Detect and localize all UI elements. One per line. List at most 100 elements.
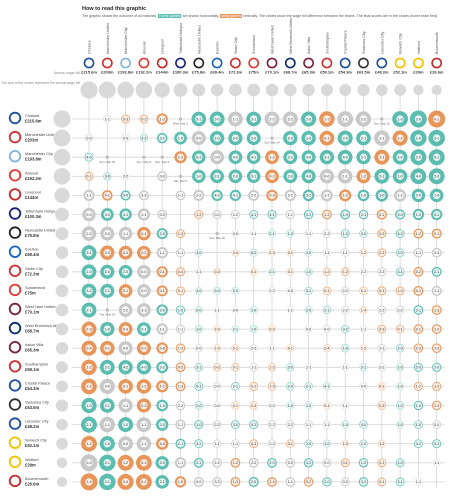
result-score: 0-2 — [141, 117, 146, 121]
row-team-wage: £52.1m — [25, 443, 39, 448]
result-inner-circle — [121, 287, 130, 295]
result-score: 2-2 — [196, 194, 201, 198]
result-inner-circle — [414, 478, 423, 486]
result-inner-circle — [140, 268, 148, 276]
result-inner-circle — [121, 325, 130, 333]
result-inner-circle — [140, 287, 148, 295]
result-inner-circle — [250, 440, 258, 448]
result-inner-circle — [195, 191, 203, 200]
result-score: 1-1 — [379, 347, 384, 351]
result-inner-circle — [414, 306, 423, 314]
result-inner-circle — [341, 115, 349, 123]
result-score: 0-0 — [123, 442, 128, 446]
result-score: 1-2 — [397, 136, 402, 140]
result-score: 1-2 — [343, 194, 348, 198]
column-team-name: Watford — [417, 41, 421, 54]
result-score: 2-2 — [288, 423, 293, 427]
result-score: 2-1 — [288, 156, 293, 160]
result-score: 0-0 — [214, 404, 219, 408]
column-wage-size-circle — [247, 83, 261, 97]
result-score: 6-2 — [251, 251, 256, 255]
row-wage-size-circle — [56, 437, 68, 450]
upcoming-fixture-date: Sun, Mar 20 — [99, 160, 115, 164]
result-inner-circle — [103, 363, 112, 371]
result-score: 0-1 — [233, 404, 238, 408]
row-team-crest-icon — [8, 283, 22, 297]
result-score: 0-0 — [288, 461, 293, 465]
result-score: 0-0 — [196, 480, 201, 484]
result-inner-circle — [85, 268, 93, 276]
result-inner-circle — [341, 268, 349, 276]
column-team-crest-icon — [339, 57, 351, 69]
column-team-crest-icon — [193, 57, 205, 69]
result-inner-circle — [85, 191, 93, 200]
result-score: 1-1 — [324, 194, 329, 198]
result-inner-circle — [433, 344, 441, 352]
column-wage-size-circle — [154, 82, 170, 98]
result-inner-circle — [158, 287, 166, 295]
result-inner-circle — [268, 287, 276, 295]
result-score: 1-2 — [379, 442, 384, 446]
column-team-name: Bournemouth — [435, 32, 439, 54]
result-score: 0-0 — [288, 289, 293, 293]
result-score: 3-0 — [397, 213, 402, 217]
result-inner-circle — [213, 325, 221, 333]
result-score: 2-1 — [233, 385, 238, 389]
result-score: 1-0 — [397, 404, 402, 408]
result-inner-circle — [158, 459, 166, 467]
result-score: 1-2 — [361, 175, 366, 179]
result-score: 3-3 — [434, 251, 439, 255]
result-score: 2-2 — [379, 366, 384, 370]
result-inner-circle — [304, 325, 313, 333]
result-score: 1-2 — [434, 327, 439, 331]
result-score: 2-0 — [324, 480, 329, 484]
result-inner-circle — [378, 249, 386, 257]
result-inner-circle — [231, 344, 240, 352]
result-score: 2-2 — [214, 461, 219, 465]
row-wage-size-circle — [56, 476, 68, 487]
result-score: 0-1 — [288, 442, 293, 446]
row-team-name: Tottenham Hotspur — [25, 209, 59, 214]
result-score: 1-1 — [105, 117, 110, 121]
row-team-wage: £48.2m — [25, 424, 39, 429]
result-score: 0-1 — [160, 289, 165, 293]
result-score: 2-3 — [379, 251, 384, 255]
upcoming-fixture-dot — [178, 117, 183, 121]
result-inner-circle — [396, 268, 404, 276]
result-score: 1-3 — [178, 385, 183, 389]
result-score: 1-2 — [141, 385, 146, 389]
result-inner-circle — [158, 478, 166, 486]
result-inner-circle — [250, 306, 258, 314]
row-team-crest-icon — [8, 188, 22, 201]
result-inner-circle — [323, 229, 331, 238]
result-inner-circle — [396, 325, 404, 333]
result-inner-circle — [176, 268, 185, 276]
result-score: 5-1 — [434, 156, 439, 160]
result-inner-circle — [250, 210, 258, 219]
result-score: 2-0 — [416, 366, 421, 370]
result-score: 4-0 — [306, 156, 311, 160]
result-inner-circle — [433, 249, 441, 257]
result-inner-circle — [414, 363, 423, 371]
result-score: 2-0 — [306, 117, 311, 121]
result-inner-circle — [304, 229, 313, 238]
result-score: 4-0 — [306, 251, 311, 255]
result-score: 0-1 — [288, 270, 293, 274]
result-inner-circle — [433, 210, 441, 219]
result-score: 1-1 — [123, 232, 128, 236]
result-inner-circle — [433, 382, 441, 391]
result-score: 0-0 — [105, 232, 110, 236]
column-team-crest-icon — [266, 57, 278, 69]
upcoming-fixture-dot — [215, 232, 219, 236]
result-inner-circle — [359, 306, 368, 314]
result-score: 2-0 — [160, 423, 165, 427]
result-score: 2-2 — [86, 232, 91, 236]
result-inner-circle — [140, 306, 148, 314]
result-inner-circle — [396, 382, 404, 391]
column-team-wage: £203m — [101, 70, 114, 75]
result-score: 2-1 — [105, 289, 110, 293]
result-inner-circle — [85, 420, 93, 429]
row-wage-size-circle — [55, 399, 69, 412]
column-team-name: Leicester City — [380, 32, 384, 54]
column-team-wage: £75.8m — [192, 70, 206, 75]
